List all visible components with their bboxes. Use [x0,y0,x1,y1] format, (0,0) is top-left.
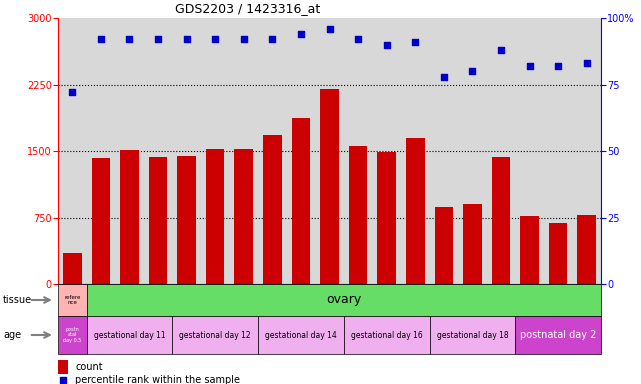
Point [181,36,192,42]
Point [467,68,478,74]
Point [67,89,78,96]
Point [381,41,392,48]
Bar [578,215,596,284]
Bar [406,138,424,284]
Bar [549,223,567,284]
Point [210,36,221,42]
Text: age: age [3,330,21,340]
Point [96,36,106,42]
Bar [149,157,167,284]
Point [496,47,506,53]
Bar [349,146,367,284]
Text: gestational day 12: gestational day 12 [179,331,251,339]
Bar [320,89,339,284]
Point [153,36,163,42]
Text: GDS2203 / 1423316_at: GDS2203 / 1423316_at [176,3,320,15]
Bar [378,152,396,284]
Bar [463,204,481,284]
Bar [206,149,224,284]
Bar [515,316,601,354]
Point [410,39,420,45]
Bar [63,253,81,284]
Bar [172,316,258,354]
Text: postn
atal
day 0.5: postn atal day 0.5 [63,327,81,343]
Text: ovary: ovary [326,293,362,306]
Text: gestational day 11: gestational day 11 [94,331,165,339]
Point [438,73,449,79]
Bar [58,360,67,374]
Bar [492,157,510,284]
Point [324,26,335,32]
Text: postnatal day 2: postnatal day 2 [520,330,596,340]
Point [124,36,135,42]
Point [267,36,278,42]
Bar [520,216,539,284]
Point [238,36,249,42]
Point [581,60,592,66]
Text: percentile rank within the sample: percentile rank within the sample [75,376,240,384]
Text: tissue: tissue [3,295,32,305]
Text: gestational day 18: gestational day 18 [437,331,508,339]
Text: count: count [75,362,103,372]
Bar [292,118,310,284]
Bar [263,135,281,284]
Text: refere
nce: refere nce [64,295,81,305]
Point [296,31,306,37]
Bar [429,316,515,354]
Bar [235,149,253,284]
Bar [120,150,138,284]
Bar [435,207,453,284]
Bar [92,158,110,284]
Point [553,63,563,69]
Point [58,377,68,384]
Point [353,36,363,42]
Bar [87,316,172,354]
Text: gestational day 16: gestational day 16 [351,331,422,339]
Text: gestational day 14: gestational day 14 [265,331,337,339]
Bar [344,316,429,354]
Bar [178,156,196,284]
Bar [258,316,344,354]
Bar [58,316,87,354]
Point [524,63,535,69]
Bar [58,284,87,316]
